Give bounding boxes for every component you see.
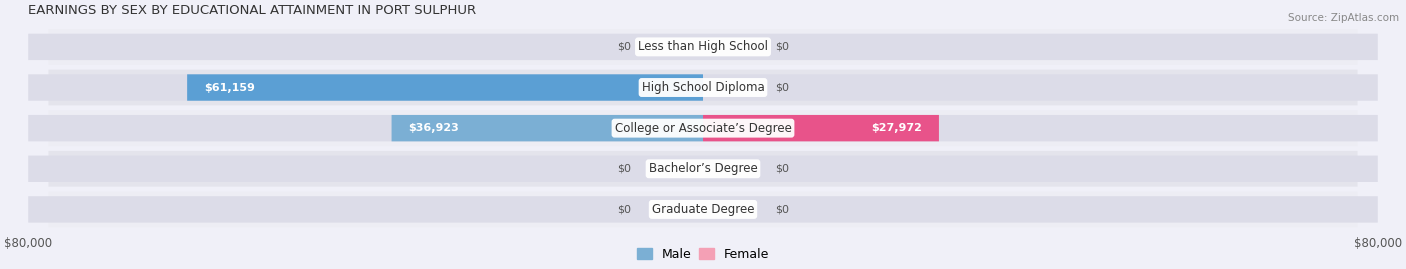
FancyBboxPatch shape <box>48 29 1358 65</box>
FancyBboxPatch shape <box>703 115 939 141</box>
Text: $0: $0 <box>775 42 789 52</box>
FancyBboxPatch shape <box>48 110 1358 146</box>
FancyBboxPatch shape <box>28 155 703 182</box>
FancyBboxPatch shape <box>28 34 703 60</box>
FancyBboxPatch shape <box>48 192 1358 227</box>
FancyBboxPatch shape <box>703 155 1378 182</box>
Text: High School Diploma: High School Diploma <box>641 81 765 94</box>
Text: $0: $0 <box>775 164 789 174</box>
FancyBboxPatch shape <box>48 70 1358 105</box>
FancyBboxPatch shape <box>48 151 1358 187</box>
Text: $0: $0 <box>775 83 789 93</box>
FancyBboxPatch shape <box>703 34 1378 60</box>
FancyBboxPatch shape <box>703 115 1378 141</box>
Text: Less than High School: Less than High School <box>638 40 768 53</box>
FancyBboxPatch shape <box>28 196 703 223</box>
FancyBboxPatch shape <box>187 74 703 101</box>
Text: Graduate Degree: Graduate Degree <box>652 203 754 216</box>
Text: $0: $0 <box>617 164 631 174</box>
Legend: Male, Female: Male, Female <box>631 243 775 266</box>
Text: $0: $0 <box>617 204 631 214</box>
Text: $61,159: $61,159 <box>204 83 254 93</box>
FancyBboxPatch shape <box>391 115 703 141</box>
Text: College or Associate’s Degree: College or Associate’s Degree <box>614 122 792 135</box>
Text: Bachelor’s Degree: Bachelor’s Degree <box>648 162 758 175</box>
Text: Source: ZipAtlas.com: Source: ZipAtlas.com <box>1288 13 1399 23</box>
Text: $36,923: $36,923 <box>408 123 460 133</box>
Text: EARNINGS BY SEX BY EDUCATIONAL ATTAINMENT IN PORT SULPHUR: EARNINGS BY SEX BY EDUCATIONAL ATTAINMEN… <box>28 4 477 17</box>
FancyBboxPatch shape <box>28 115 703 141</box>
Text: $27,972: $27,972 <box>872 123 922 133</box>
FancyBboxPatch shape <box>28 74 703 101</box>
FancyBboxPatch shape <box>703 74 1378 101</box>
Text: $0: $0 <box>775 204 789 214</box>
FancyBboxPatch shape <box>703 196 1378 223</box>
Text: $0: $0 <box>617 42 631 52</box>
